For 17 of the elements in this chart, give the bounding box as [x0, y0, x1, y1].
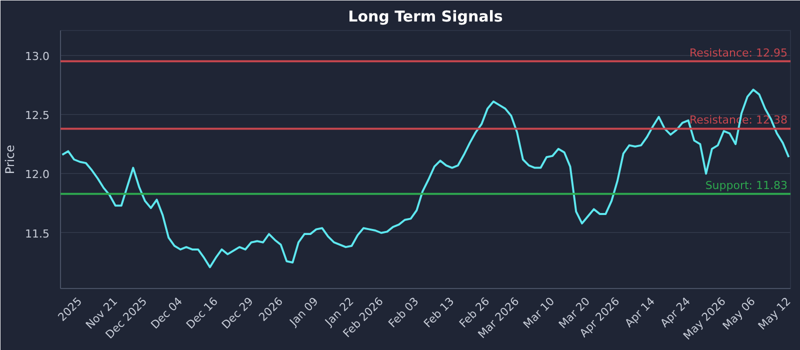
line-series: [61, 88, 790, 268]
y-axis-title: Price: [3, 144, 18, 174]
y-tick-label: 13.0: [25, 50, 50, 63]
y-tick-label: 11.5: [25, 227, 50, 240]
chart-title: Long Term Signals: [348, 8, 503, 26]
x-tick-label: Dec 29: [219, 294, 256, 332]
x-tick-label: Feb 03: [386, 294, 422, 330]
x-tick-label: Feb 13: [421, 294, 457, 330]
y-tick-label: 12.0: [25, 168, 50, 182]
x-tick-label: Dec 04: [148, 294, 185, 332]
y-tick-label: 12.5: [25, 109, 50, 122]
x-tick-label: Jan 09: [286, 294, 321, 330]
ref-line-label: Resistance: 12.95: [690, 46, 788, 60]
x-tick-label: Apr 14: [622, 294, 658, 330]
ref-line-label: Support: 11.83: [705, 178, 788, 192]
x-tick-label: Dec 16: [184, 294, 220, 332]
x-tick-label: Mar 10: [520, 294, 558, 332]
